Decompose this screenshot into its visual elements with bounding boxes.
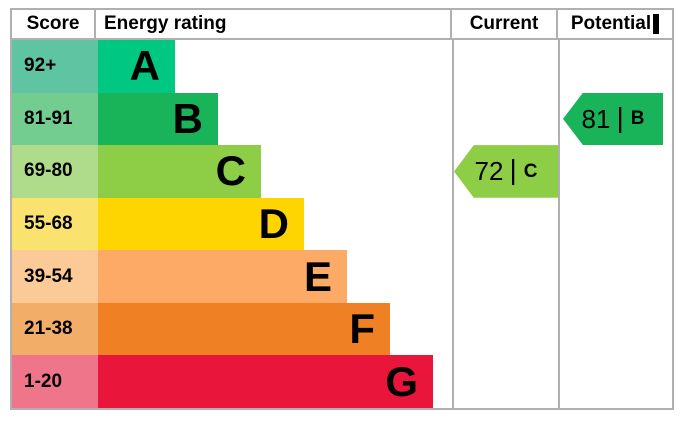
rating-band-letter: C [523,160,538,182]
current-cell: 72 | C [452,145,558,198]
potential-cell [558,355,672,409]
rating-cell: E [98,250,452,303]
current-cell [452,355,558,409]
potential-column-header: Potential [556,10,672,38]
current-cell [452,302,558,356]
potential-cell [558,302,672,356]
epc-energy-rating-chart: Score Energy rating Current Potential 92… [10,8,674,410]
rating-divider: | [509,154,517,186]
current-header-label: Current [469,13,539,34]
potential-cell [558,197,672,251]
score-cell: 21-38 [12,302,98,356]
score-cell: 81-91 [12,92,98,146]
band-row-a: 92+ A [12,40,672,93]
rating-cell: A [98,40,452,93]
band-bar: B [98,92,218,146]
band-letter-label: E [303,252,332,300]
band-letter-label: C [215,147,246,195]
score-range-label: 81-91 [24,107,73,129]
band-bar: C [98,145,261,198]
band-letter-label: A [129,42,160,90]
potential-cell [558,40,672,93]
potential-cell [558,145,672,198]
potential-cell [558,250,672,303]
band-letter-label: B [172,94,203,142]
band-row-d: 55-68 D [12,197,672,251]
current-cell [452,92,558,146]
band-bar: E [98,250,347,303]
band-row-g: 1-20 G [12,355,672,409]
band-rows: 92+ A 81-91 B 81 | B 69-80 [12,40,672,409]
band-row-b: 81-91 B 81 | B [12,92,672,146]
current-column-header: Current [450,10,556,38]
rating-cell: F [98,302,452,356]
current-cell [452,40,558,93]
band-letter-label: D [258,200,289,248]
score-range-label: 1-20 [24,370,63,392]
current-rating-arrow: 72 | C [454,145,558,198]
current-cell [452,197,558,251]
score-column-header: Score [12,10,96,38]
rating-band-letter: B [630,108,645,130]
rating-cell: C [98,145,452,198]
potential-rating-arrow: 81 | B [563,92,663,146]
potential-header-label: Potential [570,13,652,34]
rating-cell: G [98,355,452,409]
band-row-c: 69-80 C 72 | C [12,145,672,198]
text-cursor [653,14,660,34]
score-cell: 39-54 [12,250,98,303]
score-cell: 55-68 [12,197,98,251]
score-range-label: 39-54 [24,265,73,287]
current-cell [452,250,558,303]
score-range-label: 69-80 [24,160,73,182]
rating-cell: D [98,197,452,251]
band-row-e: 39-54 E [12,250,672,303]
band-letter-label: G [385,357,418,405]
band-bar: A [98,40,175,93]
band-row-f: 21-38 F [12,302,672,356]
rating-cell: B [98,92,452,146]
score-range-label: 55-68 [24,213,73,235]
rating-value: 72 [474,156,504,187]
score-header-label: Score [26,13,80,34]
score-range-label: 21-38 [24,318,73,340]
score-cell: 1-20 [12,355,98,409]
potential-cell: 81 | B [558,92,672,146]
rating-value: 81 [581,103,611,134]
score-cell: 69-80 [12,145,98,198]
header-row: Score Energy rating Current Potential [12,10,672,40]
energy-rating-column-header: Energy rating [96,10,450,38]
score-cell: 92+ [12,40,98,93]
score-range-label: 92+ [24,55,57,77]
band-bar: G [98,355,433,409]
band-bar: F [98,302,390,356]
band-letter-label: F [349,305,375,353]
energy-rating-header-label: Energy rating [104,13,227,34]
rating-divider: | [616,101,624,133]
band-bar: D [98,197,304,251]
